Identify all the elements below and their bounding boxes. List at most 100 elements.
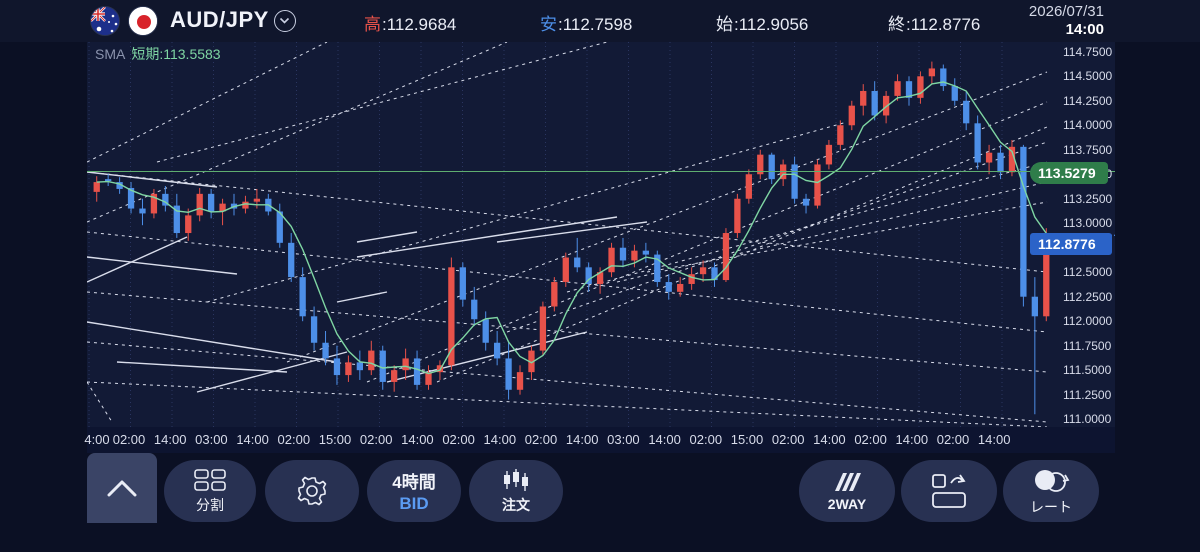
candle-body [413,358,421,385]
rate-icon [1035,469,1070,492]
x-tick-label: 02:00 [936,432,970,447]
candle-body [917,76,924,98]
candle-body [837,125,844,145]
candle-body [402,358,409,371]
candle-body [493,342,501,359]
candle-body [619,247,627,261]
candle-body [345,362,352,376]
candle-body [654,254,661,283]
price-chart[interactable] [87,42,1115,427]
candle-body [574,257,581,268]
grid-icon [194,468,226,491]
candle-body [585,267,592,284]
trend-line [646,201,1048,273]
trend-line [206,121,848,303]
candle-body [814,164,821,206]
candle-body [860,90,867,106]
x-tick-label: 14:00 [565,432,599,447]
order-button[interactable]: 注文 [469,460,563,522]
high-price: 高:112.9684 [364,10,456,35]
x-tick-label: 4:00 [84,432,110,447]
candle-body [757,154,764,175]
x-tick-label: 14:00 [153,432,187,447]
sma-line [96,81,1047,375]
candle-body [379,350,386,382]
split-label: 分割 [196,496,224,513]
high-value: :112.9684 [382,15,457,34]
candle-body [1020,146,1027,297]
candle-body [951,86,958,101]
x-tick-label: 14:00 [401,432,434,447]
trend-line [616,181,1048,283]
candle-body [1043,234,1050,317]
x-tick-label: 03:00 [195,432,228,447]
candlestick-chart-svg[interactable] [87,42,1115,427]
x-tick-label: 03:00 [607,432,640,447]
current-price-tag: 112.8776 [1030,233,1112,255]
candle-body [711,267,718,281]
candle-body [539,306,547,351]
candle-body [894,81,901,96]
y-tick-label: 113.2500 [1063,191,1113,206]
trend-line [286,71,1048,363]
layout-switch-button[interactable] [901,460,997,522]
open-label: 始 [716,15,733,34]
y-tick-label: 111.0000 [1063,412,1112,427]
chevron-down-icon[interactable] [274,10,296,32]
low-value: :112.7598 [558,15,633,34]
sma-polyline [96,81,1047,375]
candle-body [699,267,707,275]
sma-legend[interactable]: SMA 短期:113.5583 [95,44,221,64]
rate-button[interactable]: レート [1003,460,1099,522]
trend-line [566,161,1048,293]
x-tick-label: 15:00 [318,432,352,447]
close-price: 終:112.8776 [888,10,980,35]
candle-body [802,198,810,206]
trend-line [336,291,388,303]
candle-body [505,358,512,390]
candle-body [207,193,215,212]
y-tick-label: 114.5000 [1063,69,1113,84]
trend-line [196,351,348,393]
split-button[interactable]: 分割 [164,460,256,522]
candle-body [116,182,123,189]
currency-pair-flags[interactable] [90,6,160,36]
trend-line [356,216,618,258]
settings-button[interactable] [265,460,359,522]
candle-body [368,350,375,371]
chart-header: AUD/JPY 高:112.9684 安:112.7598 始:112.9056… [0,0,1200,42]
x-tick-label: 02:00 [771,432,805,447]
candle-body [185,215,192,234]
candle-body [963,100,970,124]
currency-pair-symbol[interactable]: AUD/JPY [170,7,269,32]
bottom-toolbar: 分割 4時間 BID 注文 2WAY [0,453,1200,552]
trend-line [496,221,648,243]
sma-price-tag: 113.5279 [1030,162,1108,184]
candle-body [1031,296,1038,317]
trend-line [87,42,328,163]
y-tick-label: 114.2500 [1063,93,1113,108]
open-price: 始:112.9056 [716,10,808,35]
candle-body [310,316,318,343]
twoway-button[interactable]: 2WAY [799,460,895,522]
candle-body [1008,146,1016,173]
timeframe-button[interactable]: 4時間 BID [367,460,461,522]
candle-body [665,282,672,292]
candlestick-icon [504,468,528,491]
candle-body [127,187,135,209]
timeframe-label: 4時間 [392,473,436,492]
candle-body [356,362,363,371]
candle-body [482,319,489,343]
candle-body [677,283,684,292]
collapse-toggle-button[interactable] [87,453,157,523]
candle-body [928,68,936,77]
y-tick-label: 112.0000 [1063,314,1113,329]
candle-body [791,164,798,199]
x-tick-label: 02:00 [854,432,887,447]
chevron-up-icon [107,480,137,497]
candle-body [562,257,569,283]
high-label: 高 [364,15,381,34]
trend-line [87,42,508,223]
y-tick-label: 111.2500 [1063,387,1112,402]
x-tick-label: 14:00 [813,432,846,447]
